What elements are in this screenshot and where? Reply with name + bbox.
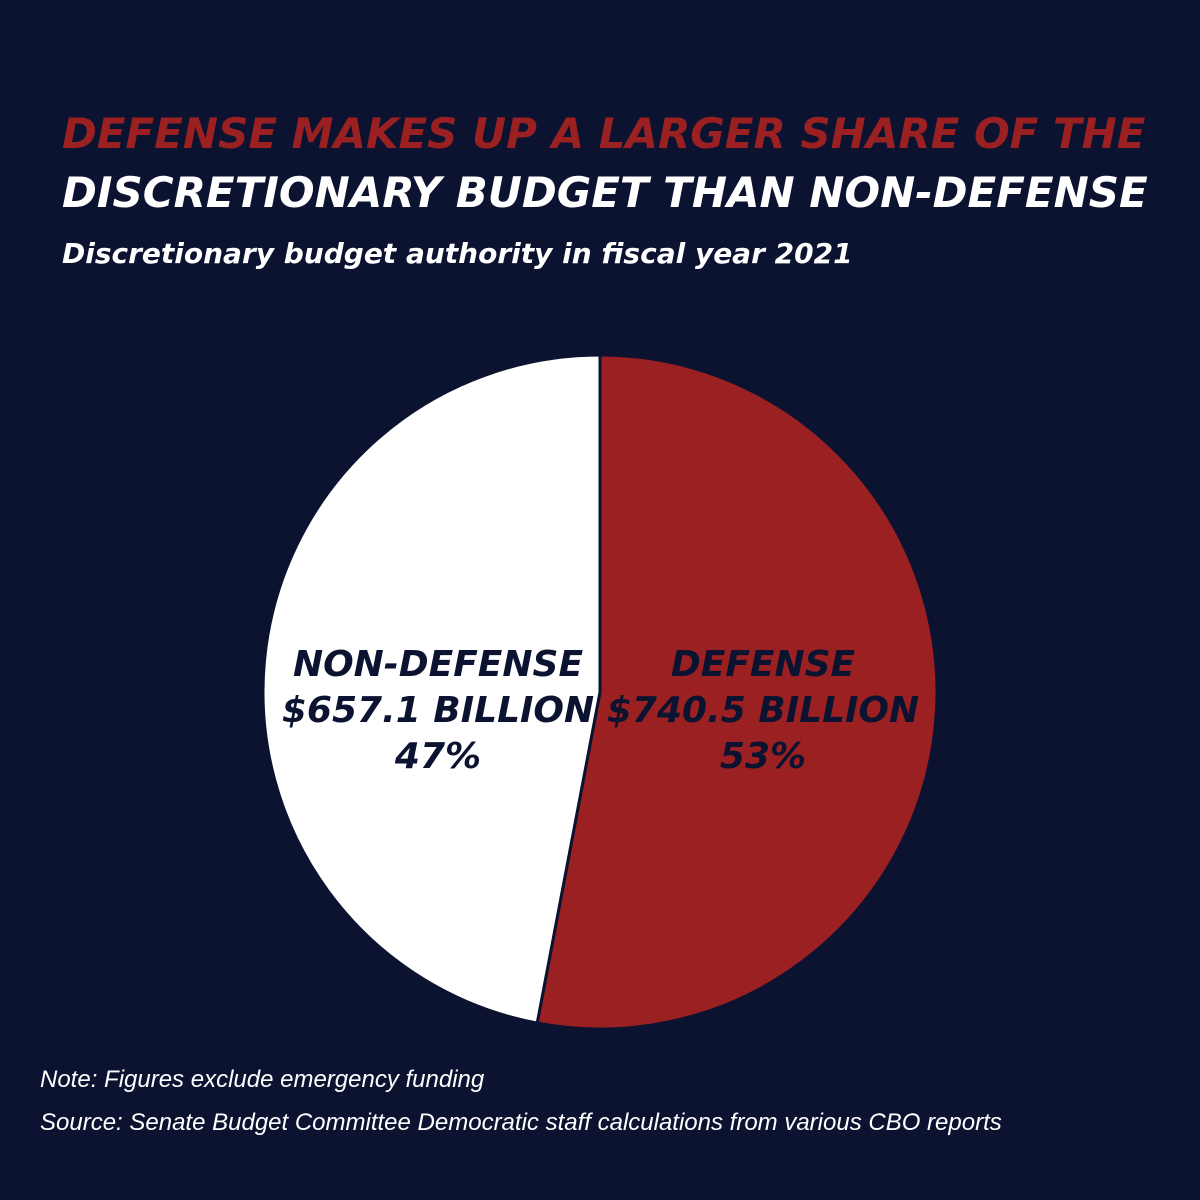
footnote-source: Source: Senate Budget Committee Democrat…: [40, 1109, 1002, 1136]
title-line-1: DEFENSE MAKES UP A LARGER SHARE OF THE: [62, 109, 1146, 158]
pie-slice-non-defense: [261, 353, 602, 1025]
defense-name-label: DEFENSE: [671, 644, 856, 685]
footnote-note: Note: Figures exclude emergency funding: [40, 1066, 485, 1093]
non-defense-percent-label: 47%: [394, 736, 481, 777]
defense-value-label: $740.5 BILLION: [607, 690, 919, 731]
title-line-2: DISCRETIONARY BUDGET THAN NON-DEFENSE: [62, 168, 1148, 217]
non-defense-name-label: NON-DEFENSE: [293, 644, 584, 685]
defense-percent-label: 53%: [720, 736, 806, 777]
pie-slice-defense: [535, 353, 939, 1031]
non-defense-value-label: $657.1 BILLION: [282, 690, 594, 731]
subtitle: Discretionary budget authority in fiscal…: [62, 237, 853, 270]
